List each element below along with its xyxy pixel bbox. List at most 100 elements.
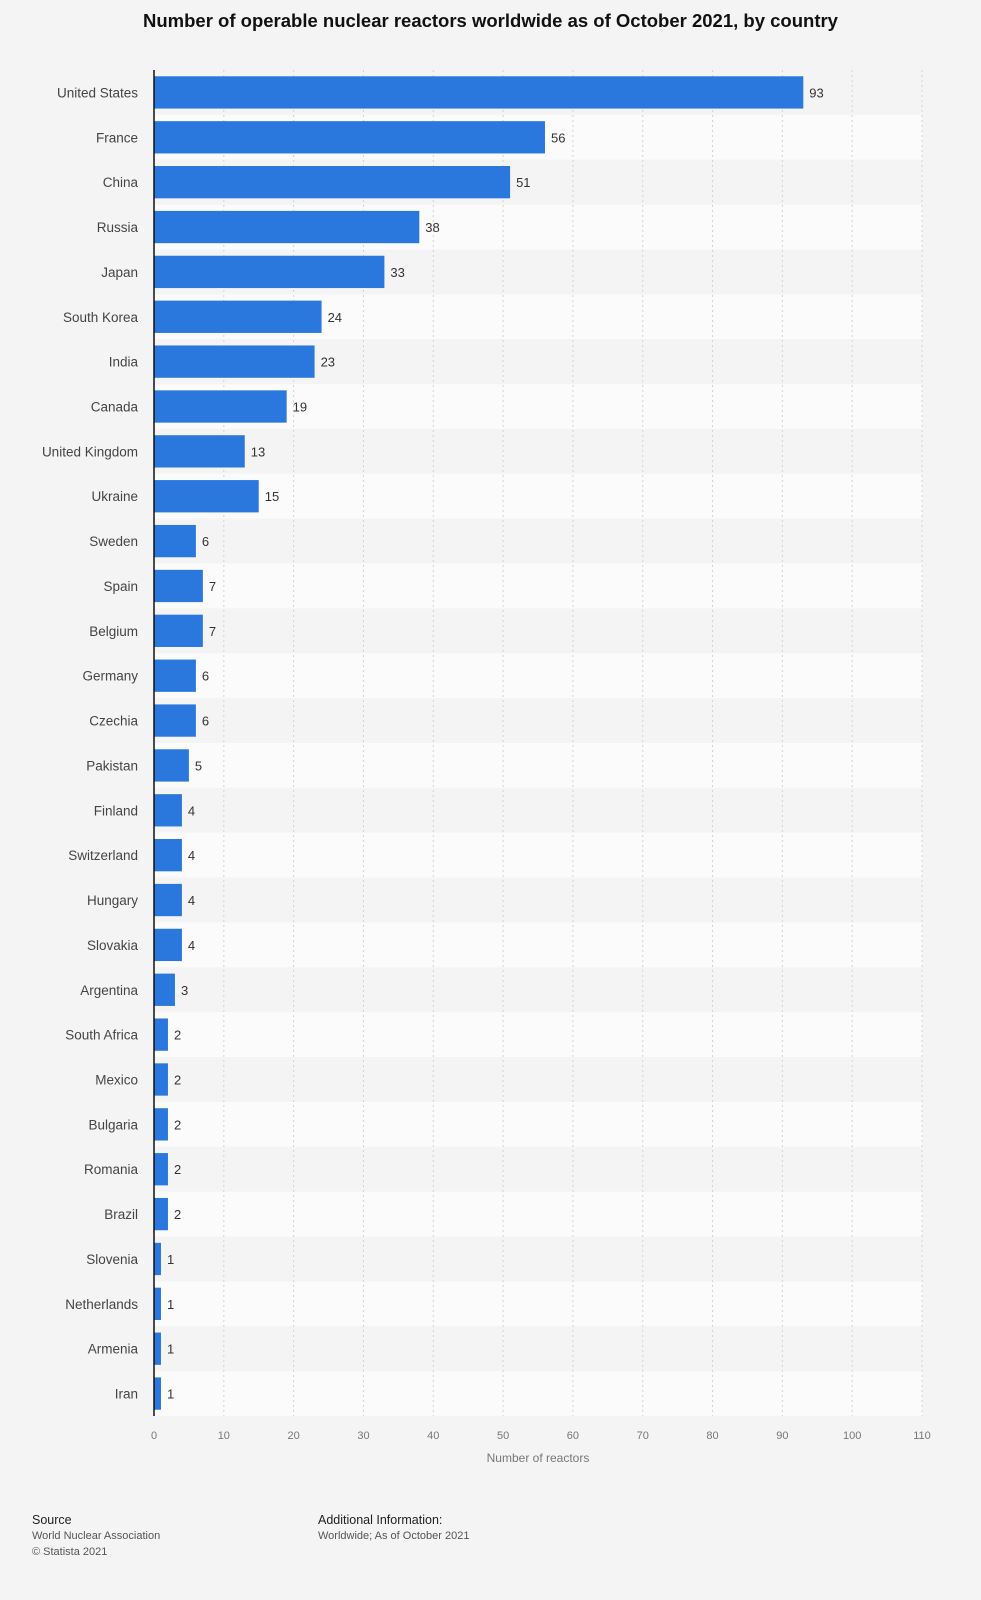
category-label: Slovenia xyxy=(86,1252,138,1267)
row-band xyxy=(154,608,922,654)
row-band xyxy=(154,743,922,788)
bar xyxy=(154,300,322,333)
x-tick-label: 70 xyxy=(637,1430,649,1442)
row-band xyxy=(154,922,922,968)
value-label: 23 xyxy=(321,355,335,370)
value-label: 2 xyxy=(174,1073,181,1088)
category-label: Finland xyxy=(94,803,138,818)
value-label: 4 xyxy=(188,848,195,863)
category-label: Japan xyxy=(101,265,138,280)
additional-info-heading: Additional Information: xyxy=(318,1513,443,1527)
bar xyxy=(154,435,245,468)
value-label: 3 xyxy=(181,983,188,998)
bar xyxy=(154,1242,161,1276)
bar xyxy=(154,883,182,917)
category-label: Romania xyxy=(84,1162,139,1177)
x-tick-label: 10 xyxy=(218,1430,230,1442)
value-label: 6 xyxy=(202,669,209,684)
x-tick-labels: 0 10 20 30 40 50 60 70 80 90 100 110 xyxy=(151,1430,931,1442)
value-label: 7 xyxy=(209,579,216,594)
x-tick-label: 30 xyxy=(357,1430,369,1442)
row-band xyxy=(154,787,922,833)
value-label: 2 xyxy=(174,1117,181,1132)
category-label: Iran xyxy=(115,1387,138,1402)
bar xyxy=(154,569,203,603)
row-band xyxy=(154,832,922,878)
row-band xyxy=(154,473,922,519)
row-band xyxy=(154,1101,922,1147)
value-label: 51 xyxy=(516,175,530,190)
source-block: Source World Nuclear Association © Stati… xyxy=(32,1512,160,1560)
bar xyxy=(154,1018,168,1051)
row-band xyxy=(154,1191,922,1237)
bar xyxy=(154,1287,161,1320)
value-label: 15 xyxy=(265,489,279,504)
row-band xyxy=(154,428,922,474)
category-label: Hungary xyxy=(87,893,138,908)
bar xyxy=(154,614,203,647)
category-label: Belgium xyxy=(89,624,138,639)
category-label: South Africa xyxy=(65,1028,138,1043)
bar xyxy=(154,704,196,737)
row-band xyxy=(154,653,922,699)
bar xyxy=(154,1332,161,1365)
value-label: 38 xyxy=(425,220,439,235)
category-label: South Korea xyxy=(63,310,139,325)
category-label: China xyxy=(103,175,139,190)
x-tick-label: 40 xyxy=(427,1430,439,1442)
value-label: 56 xyxy=(551,130,565,145)
value-label: 4 xyxy=(188,803,195,818)
row-band xyxy=(154,967,922,1013)
x-tick-label: 90 xyxy=(776,1430,788,1442)
category-label: Pakistan xyxy=(86,758,138,773)
category-label: Slovakia xyxy=(87,938,139,953)
row-band xyxy=(154,877,922,923)
row-band xyxy=(154,1236,922,1282)
category-label: France xyxy=(96,130,138,145)
source-link[interactable]: World Nuclear Association xyxy=(32,1530,161,1542)
x-tick-label: 60 xyxy=(567,1430,579,1442)
bar xyxy=(154,1108,168,1141)
gridlines xyxy=(223,70,923,1416)
row-band xyxy=(154,1057,922,1102)
value-label: 1 xyxy=(167,1297,174,1312)
bar xyxy=(154,480,259,513)
copyright: © Statista 2021 xyxy=(32,1546,108,1558)
row-band xyxy=(154,1371,922,1416)
bar-chart: United States France China Russia Japan South… xyxy=(42,70,931,1465)
row-band xyxy=(154,1326,922,1372)
x-tick-label: 50 xyxy=(497,1430,509,1442)
bar xyxy=(154,390,287,423)
category-label: Sweden xyxy=(89,534,138,549)
category-label: Czechia xyxy=(89,714,138,729)
category-label: Brazil xyxy=(104,1207,138,1222)
row-band xyxy=(154,1012,922,1058)
category-label: United States xyxy=(57,85,138,100)
bar xyxy=(154,524,196,558)
bar xyxy=(154,210,420,244)
value-label: 93 xyxy=(809,85,823,100)
category-label: Armenia xyxy=(88,1342,139,1357)
row-band xyxy=(154,563,922,609)
bar xyxy=(154,1377,161,1410)
value-label: 2 xyxy=(174,1162,181,1177)
category-label: Argentina xyxy=(80,983,138,998)
row-band xyxy=(154,698,922,743)
category-label: Spain xyxy=(103,579,138,594)
category-label: Mexico xyxy=(95,1073,138,1088)
bar xyxy=(154,659,196,692)
value-label: 5 xyxy=(195,758,202,773)
category-label: Switzerland xyxy=(68,848,138,863)
category-labels: United States France China Russia Japan South… xyxy=(42,85,139,1401)
bar xyxy=(154,839,182,872)
chart-title: Number of operable nuclear reactors worl… xyxy=(143,10,838,31)
source-heading: Source xyxy=(32,1513,72,1527)
value-label: 33 xyxy=(390,265,404,280)
x-axis-title: Number of reactors xyxy=(487,1451,590,1465)
bar xyxy=(154,973,175,1006)
bar xyxy=(154,345,315,378)
additional-info-block: Additional Information: Worldwide; As of… xyxy=(318,1512,469,1544)
x-tick-label: 20 xyxy=(288,1430,300,1442)
value-label: 1 xyxy=(167,1387,174,1402)
bar xyxy=(154,1197,168,1231)
